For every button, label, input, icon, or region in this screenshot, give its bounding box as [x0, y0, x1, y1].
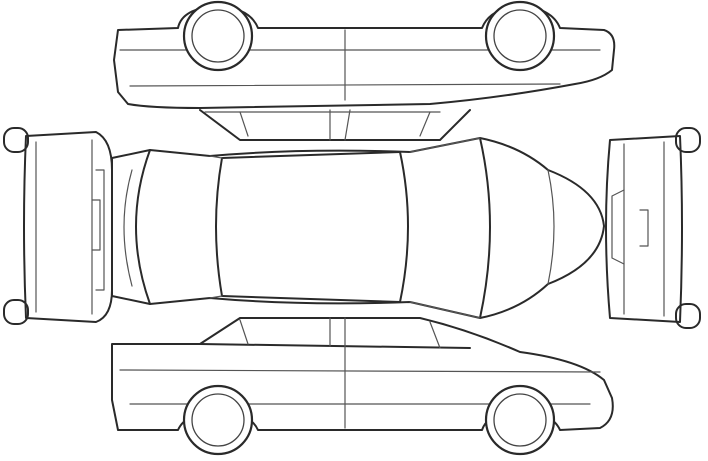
- side-view-bottom[interactable]: [111, 317, 614, 456]
- rear-view[interactable]: [605, 127, 701, 329]
- front-view[interactable]: [3, 127, 113, 325]
- top-view[interactable]: [111, 137, 605, 319]
- side-view-top[interactable]: [113, 0, 616, 141]
